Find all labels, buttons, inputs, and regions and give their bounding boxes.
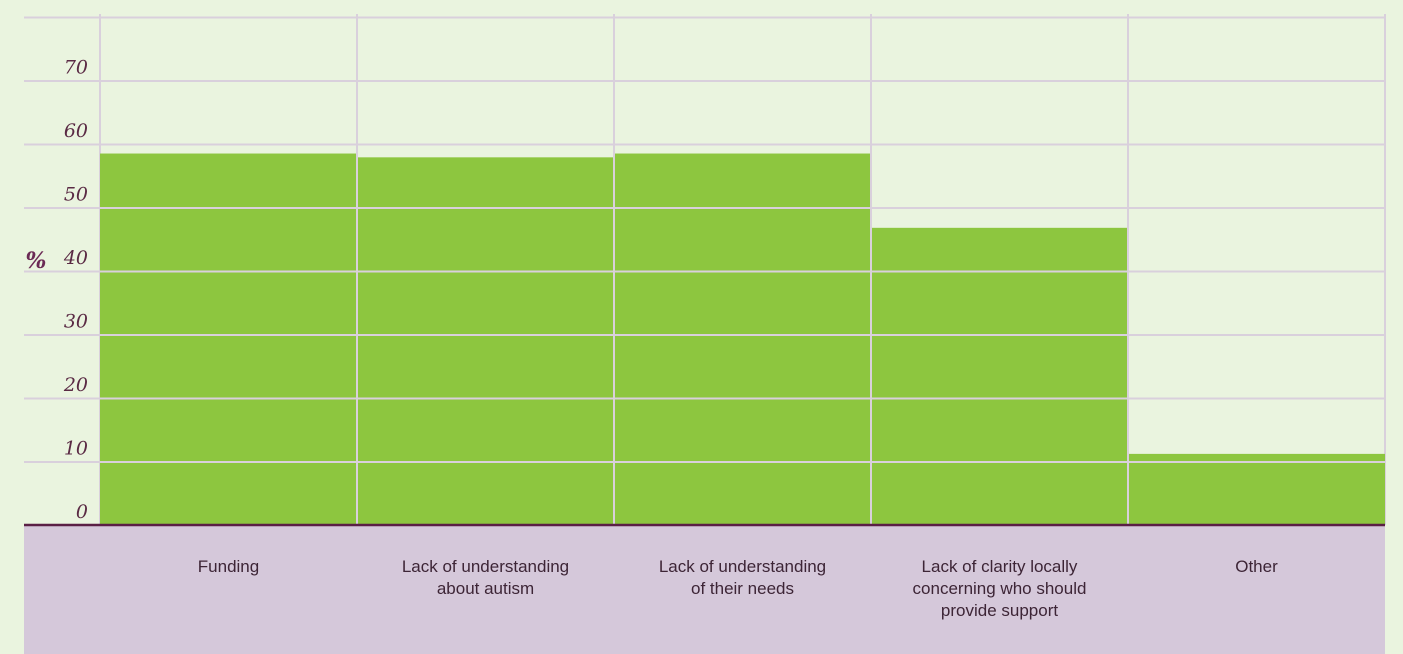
category-label: Lack of clarity locally concerning who sh… xyxy=(913,557,1087,620)
category-label: Funding xyxy=(198,557,259,576)
y-tick-label: 60 xyxy=(64,120,88,142)
bar xyxy=(871,227,1128,525)
y-tick-label: 50 xyxy=(64,184,88,206)
y-tick-label: 40 xyxy=(63,247,88,269)
grid-overlay xyxy=(100,14,1385,525)
y-tick-label: 20 xyxy=(63,374,88,396)
y-tick-label: 70 xyxy=(64,57,88,79)
category-label-band xyxy=(24,525,1385,654)
y-tick-label: 10 xyxy=(64,438,88,460)
y-tick-label: 0 xyxy=(76,501,88,523)
category-labels: Funding Lack of understanding about autism… xyxy=(198,557,1278,620)
bars xyxy=(100,153,1385,525)
category-label: Lack of understanding about autism xyxy=(402,557,569,598)
bar xyxy=(1128,453,1385,525)
bar xyxy=(357,157,614,525)
y-axis-label: % xyxy=(26,248,47,274)
y-tick-label: 30 xyxy=(64,311,88,333)
bar xyxy=(100,153,357,525)
bar xyxy=(614,153,871,525)
category-label: Other xyxy=(1235,557,1278,576)
category-label: Lack of understanding of their needs xyxy=(659,557,826,598)
y-tick-labels: 0 10 20 30 40 50 60 70 xyxy=(63,57,88,524)
